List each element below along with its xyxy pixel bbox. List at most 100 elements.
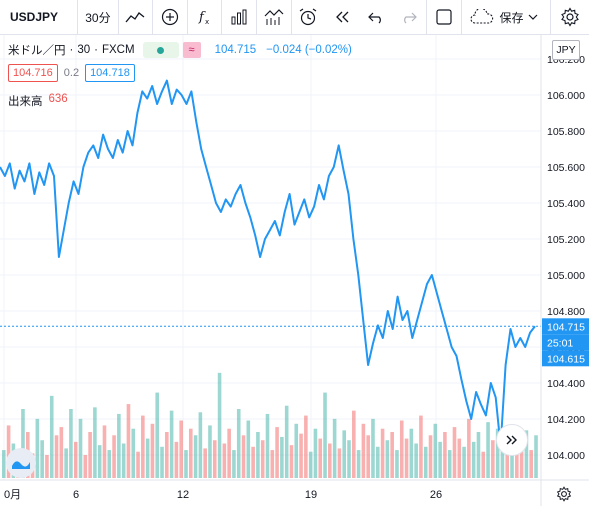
volume-bar bbox=[203, 448, 207, 478]
volume-bar bbox=[198, 412, 203, 478]
toolbar-divider bbox=[460, 0, 462, 34]
volume-bar bbox=[2, 450, 6, 478]
volume-bar bbox=[136, 451, 140, 478]
toolbar-divider bbox=[117, 0, 119, 34]
y-axis-tick-label: 104.800 bbox=[547, 306, 585, 318]
replay-button[interactable] bbox=[325, 0, 359, 34]
axis-settings-button[interactable] bbox=[556, 486, 572, 507]
svg-text:f: f bbox=[198, 10, 206, 25]
countdown-label-bg bbox=[542, 334, 589, 351]
volume-bar bbox=[155, 392, 160, 478]
volume-bar bbox=[112, 435, 116, 478]
volume-bar bbox=[284, 405, 289, 478]
legend-interval: 30 bbox=[77, 44, 91, 56]
templates-icon bbox=[264, 9, 284, 25]
symbol-search-button[interactable]: USDJPY bbox=[10, 10, 59, 24]
market-status-indicator[interactable] bbox=[142, 42, 179, 58]
grid-lines bbox=[0, 35, 541, 480]
volume-bar bbox=[78, 418, 83, 478]
square-icon bbox=[436, 9, 452, 25]
volume-bar bbox=[246, 420, 251, 478]
price-line bbox=[0, 79, 536, 447]
tradingview-logo[interactable] bbox=[6, 448, 36, 478]
volume-bar bbox=[332, 418, 337, 478]
settings-button[interactable] bbox=[551, 0, 589, 34]
volume-bar bbox=[534, 435, 538, 478]
volume-bar bbox=[131, 428, 136, 478]
gear-icon bbox=[561, 7, 580, 27]
alert-button[interactable] bbox=[292, 0, 326, 34]
redo-button[interactable] bbox=[392, 0, 426, 34]
volume-bar bbox=[323, 392, 327, 478]
x-axis-tick-label: 6 bbox=[73, 489, 79, 501]
x-axis-tick-label: 19 bbox=[305, 489, 317, 501]
volume-bar bbox=[54, 435, 59, 478]
volume-bar bbox=[241, 435, 246, 478]
price-chart[interactable]: 106.200106.000105.800105.600105.400105.2… bbox=[0, 35, 589, 506]
volume-bar bbox=[141, 415, 145, 478]
volume-bar bbox=[64, 448, 68, 478]
volume-bar bbox=[150, 423, 155, 478]
volume-bar bbox=[428, 435, 433, 478]
volume-bar bbox=[59, 427, 64, 478]
buy-price-button[interactable]: 104.718 bbox=[85, 64, 135, 82]
interval-button[interactable]: 30分 bbox=[85, 10, 111, 25]
volume-bar bbox=[342, 430, 347, 478]
templates-button[interactable] bbox=[257, 0, 291, 34]
volume-bar bbox=[447, 450, 452, 478]
volume-bar bbox=[222, 443, 227, 478]
volume-bar bbox=[452, 427, 457, 478]
y-axis-tick-label: 105.200 bbox=[547, 234, 585, 246]
scroll-to-realtime-button[interactable] bbox=[496, 424, 528, 456]
volume-bar bbox=[308, 451, 313, 478]
volume-bar bbox=[21, 409, 25, 478]
volume-bar bbox=[414, 443, 418, 478]
y-axis-tick-label: 105.800 bbox=[547, 126, 585, 138]
volume-bar bbox=[145, 438, 150, 478]
market-open-dot-icon bbox=[157, 46, 165, 54]
gear-icon bbox=[556, 486, 572, 502]
volume-bar bbox=[73, 441, 78, 478]
currency-tag[interactable]: JPY bbox=[552, 40, 580, 60]
volume-bar bbox=[6, 425, 11, 478]
y-axis-tick-label: 106.000 bbox=[547, 90, 585, 102]
x-axis-tick-label: 12 bbox=[177, 489, 189, 501]
volume-bar bbox=[443, 432, 447, 478]
legend-last-price: 104.715 bbox=[214, 44, 257, 56]
x-axis-tick-label: 0月 bbox=[4, 489, 21, 501]
chevron-down-icon bbox=[528, 14, 537, 20]
compare-button[interactable] bbox=[153, 0, 187, 34]
legend-separator: · bbox=[94, 44, 98, 56]
sell-price-button[interactable]: 104.716 bbox=[8, 64, 58, 82]
fullscreen-button[interactable] bbox=[427, 0, 461, 34]
financials-button[interactable] bbox=[222, 0, 256, 34]
volume-bar bbox=[347, 440, 351, 478]
save-button[interactable]: 保存 bbox=[461, 0, 550, 34]
toolbar-divider bbox=[290, 0, 292, 34]
volume-bar bbox=[193, 435, 198, 478]
volume-bar bbox=[371, 418, 375, 478]
volume-bar bbox=[236, 409, 241, 478]
chart-style-button[interactable] bbox=[119, 0, 153, 34]
line-chart-icon bbox=[125, 12, 145, 23]
undo-button[interactable] bbox=[359, 0, 393, 34]
toolbar-divider bbox=[550, 0, 552, 34]
rewind-icon bbox=[336, 11, 349, 23]
toolbar-divider bbox=[221, 0, 223, 34]
volume-bar bbox=[280, 436, 284, 478]
y-axis-tick-label: 104.200 bbox=[547, 414, 585, 426]
volume-bar bbox=[500, 445, 505, 478]
legend-source: FXCM bbox=[101, 44, 135, 56]
y-axis-tick-label: 105.000 bbox=[547, 270, 585, 282]
instrument-name: 米ドル／円 bbox=[8, 45, 66, 57]
volume-bar bbox=[83, 455, 88, 478]
volume-bar bbox=[126, 404, 131, 478]
y-axis-tick-label: 104.000 bbox=[547, 450, 585, 462]
volume-bar bbox=[289, 445, 294, 478]
wave-icon[interactable]: ≈ bbox=[182, 42, 201, 58]
toolbar-divider bbox=[152, 0, 154, 34]
bar-chart-icon bbox=[231, 9, 247, 25]
volume-bar bbox=[375, 446, 380, 478]
